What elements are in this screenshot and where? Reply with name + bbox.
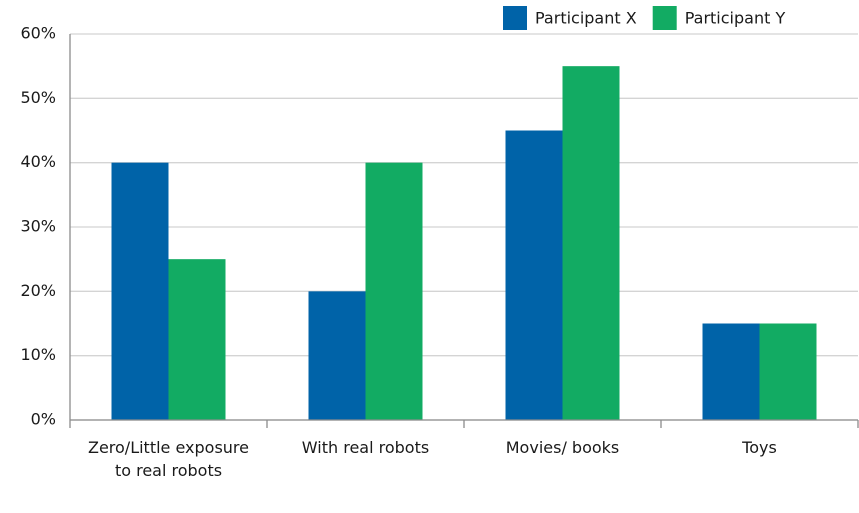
y-tick-label: 60% [20, 24, 56, 43]
legend-swatch [652, 6, 677, 30]
y-tick-label: 10% [20, 345, 56, 364]
bar [702, 323, 760, 420]
bar [759, 323, 817, 420]
bar [562, 66, 620, 421]
x-tick-label: Zero/Little exposure to real robots [87, 438, 249, 480]
bar [308, 291, 366, 420]
bar [365, 162, 423, 420]
legend-label: Participant Y [685, 9, 786, 28]
bar [111, 162, 169, 420]
bar [168, 259, 226, 420]
y-tick-label: 0% [31, 410, 56, 429]
legend-label: Participant X [535, 9, 637, 28]
y-tick-label: 40% [20, 152, 56, 171]
bar [505, 130, 563, 420]
x-tick-label: Toys [742, 438, 777, 457]
y-tick-label: 20% [20, 281, 56, 300]
x-tick-label: With real robots [301, 438, 430, 457]
y-tick-label: 30% [20, 217, 56, 236]
y-tick-label: 50% [20, 88, 56, 107]
x-tick-label: Movies/ books [505, 438, 620, 457]
legend-swatch [503, 6, 527, 30]
